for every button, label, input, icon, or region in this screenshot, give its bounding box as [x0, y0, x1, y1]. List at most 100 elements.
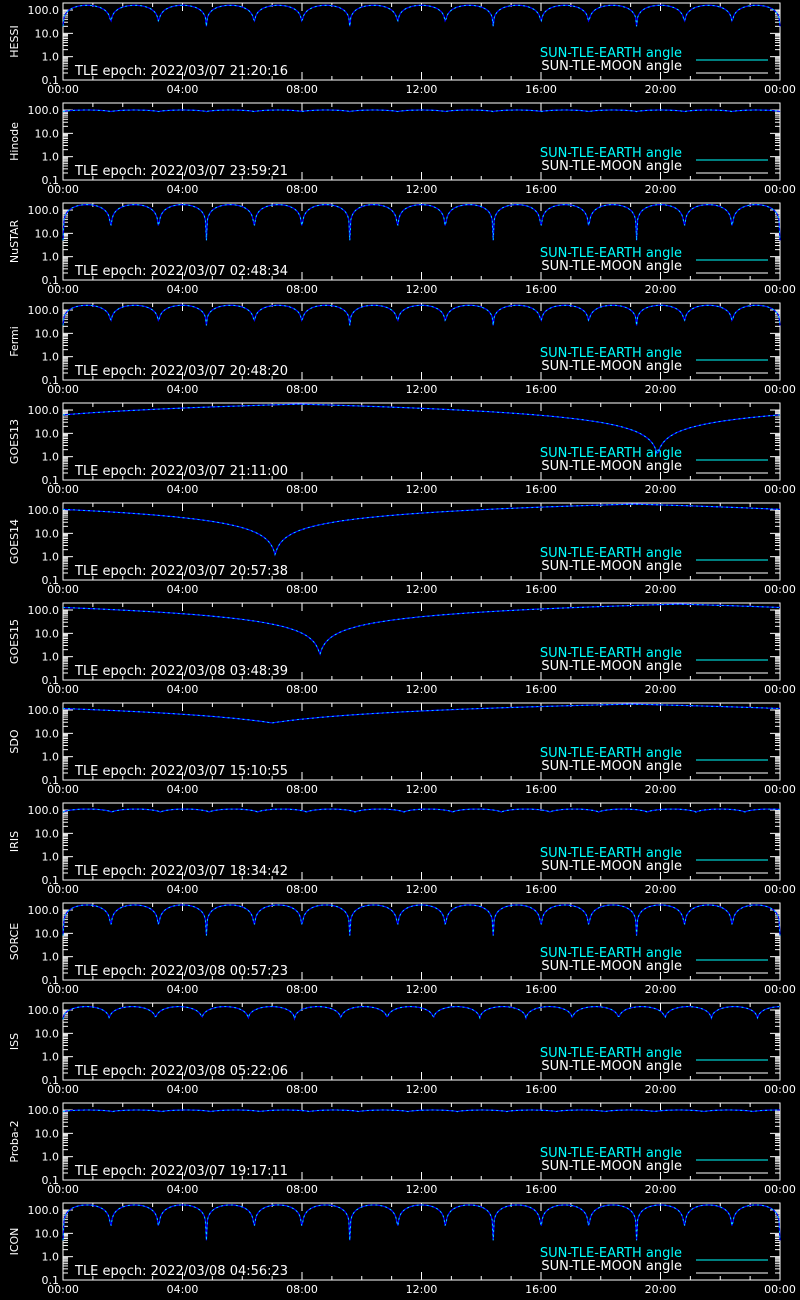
x-tick-label: 08:00 — [286, 583, 318, 596]
y-tick-label: 100.0 — [28, 4, 60, 17]
x-tick-label: 20:00 — [645, 683, 677, 696]
x-tick-label: 12:00 — [406, 283, 438, 296]
y-tick-label: 1.0 — [42, 751, 60, 764]
x-tick-label: 00:00 — [47, 883, 79, 896]
sun-earth-angle-curve — [62, 4, 781, 27]
legend-earth-label: SUN-TLE-EARTH angle — [540, 1146, 682, 1161]
x-tick-label: 12:00 — [406, 983, 438, 996]
x-tick-label: 08:00 — [286, 183, 318, 196]
x-tick-label: 16:00 — [525, 983, 557, 996]
y-tick-label: 100.0 — [28, 604, 60, 617]
x-tick-label: 00:00 — [764, 783, 796, 796]
legend-earth-label: SUN-TLE-EARTH angle — [540, 646, 682, 661]
legend-moon-label: SUN-TLE-MOON angle — [541, 859, 682, 874]
x-tick-label: 20:00 — [645, 183, 677, 196]
x-tick-label: 08:00 — [286, 1183, 318, 1196]
y-tick-label: 0.1 — [42, 274, 60, 287]
legend-moon-label: SUN-TLE-MOON angle — [541, 159, 682, 174]
satellite-name-label: NuSTAR — [8, 220, 21, 264]
y-tick-label: 1.0 — [42, 51, 60, 64]
x-tick-label: 20:00 — [645, 783, 677, 796]
x-tick-label: 04:00 — [167, 983, 199, 996]
y-tick-label: 1.0 — [42, 151, 60, 164]
x-tick-label: 08:00 — [286, 283, 318, 296]
x-tick-label: 00:00 — [764, 883, 796, 896]
tle-epoch-label: TLE epoch: 2022/03/08 00:57:23 — [74, 964, 288, 979]
y-tick-label: 1.0 — [42, 1251, 60, 1264]
x-tick-label: 04:00 — [167, 583, 199, 596]
x-tick-label: 20:00 — [645, 283, 677, 296]
x-tick-label: 00:00 — [47, 1283, 79, 1296]
y-tick-label: 1.0 — [42, 651, 60, 664]
y-tick-label: 1.0 — [42, 1151, 60, 1164]
x-tick-label: 20:00 — [645, 1283, 677, 1296]
x-tick-label: 04:00 — [167, 483, 199, 496]
tle-epoch-label: TLE epoch: 2022/03/07 23:59:21 — [74, 164, 288, 179]
x-tick-label: 20:00 — [645, 83, 677, 96]
satellite-name-label: Fermi — [8, 326, 21, 357]
sun-earth-angle-curve — [62, 304, 781, 326]
x-tick-label: 08:00 — [286, 883, 318, 896]
satellite-name-label: GOES13 — [8, 419, 21, 464]
satellite-name-label: GOES15 — [8, 619, 21, 664]
x-tick-label: 00:00 — [764, 383, 796, 396]
y-tick-label: 100.0 — [28, 1104, 60, 1117]
panel-hinode: 100.010.01.00.100:00 04:00 08:00 12:00 16:00… — [8, 102, 796, 196]
x-tick-label: 00:00 — [47, 383, 79, 396]
panel-fermi: 100.010.01.00.100:00 04:00 08:00 12:00 16:00… — [8, 302, 796, 396]
x-tick-label: 04:00 — [167, 383, 199, 396]
x-tick-label: 12:00 — [406, 1083, 438, 1096]
legend-earth-label: SUN-TLE-EARTH angle — [540, 746, 682, 761]
panel-hessi: 100.010.01.00.100:00 04:00 08:00 12:00 16:00… — [8, 2, 796, 96]
legend-moon-label: SUN-TLE-MOON angle — [541, 759, 682, 774]
legend-earth-label: SUN-TLE-EARTH angle — [540, 1046, 682, 1061]
x-tick-label: 16:00 — [525, 483, 557, 496]
x-tick-label: 00:00 — [764, 83, 796, 96]
x-tick-label: 16:00 — [525, 383, 557, 396]
y-tick-label: 100.0 — [28, 1204, 60, 1217]
x-tick-label: 16:00 — [525, 883, 557, 896]
y-tick-label: 10.0 — [35, 1127, 60, 1140]
y-tick-label: 100.0 — [28, 204, 60, 217]
y-tick-label: 100.0 — [28, 1004, 60, 1017]
legend-earth-label: SUN-TLE-EARTH angle — [540, 846, 682, 861]
y-tick-label: 0.1 — [42, 674, 60, 687]
legend-earth-label: SUN-TLE-EARTH angle — [540, 246, 682, 261]
y-tick-label: 1.0 — [42, 451, 60, 464]
x-tick-label: 04:00 — [167, 783, 199, 796]
x-tick-label: 04:00 — [167, 683, 199, 696]
satellite-name-label: ISS — [8, 1033, 21, 1050]
tle-epoch-label: TLE epoch: 2022/03/07 15:10:55 — [74, 764, 288, 779]
tle-epoch-label: TLE epoch: 2022/03/08 05:22:06 — [74, 1064, 288, 1079]
y-tick-label: 0.1 — [42, 174, 60, 187]
x-tick-label: 00:00 — [764, 183, 796, 196]
sun-earth-angle-curve-highlight — [62, 204, 781, 241]
x-tick-label: 12:00 — [406, 883, 438, 896]
x-tick-label: 00:00 — [47, 783, 79, 796]
x-tick-label: 08:00 — [286, 1083, 318, 1096]
x-tick-label: 16:00 — [525, 683, 557, 696]
y-tick-label: 0.1 — [42, 74, 60, 87]
y-tick-label: 1.0 — [42, 251, 60, 264]
satellite-name-label: SORCE — [8, 923, 21, 960]
x-tick-label: 00:00 — [47, 983, 79, 996]
legend-moon-label: SUN-TLE-MOON angle — [541, 359, 682, 374]
y-tick-label: 0.1 — [42, 474, 60, 487]
y-tick-label: 10.0 — [35, 327, 60, 340]
tle-epoch-label: TLE epoch: 2022/03/07 20:48:20 — [74, 364, 288, 379]
x-tick-label: 00:00 — [47, 683, 79, 696]
y-tick-label: 1.0 — [42, 951, 60, 964]
x-tick-label: 08:00 — [286, 683, 318, 696]
legend-moon-label: SUN-TLE-MOON angle — [541, 259, 682, 274]
x-tick-label: 20:00 — [645, 1083, 677, 1096]
sun-earth-angle-curve — [63, 603, 781, 656]
x-tick-label: 20:00 — [645, 583, 677, 596]
x-tick-label: 12:00 — [406, 183, 438, 196]
x-tick-label: 20:00 — [645, 483, 677, 496]
y-tick-label: 10.0 — [35, 627, 60, 640]
satellite-name-label: ICON — [8, 1228, 21, 1256]
tle-epoch-label: TLE epoch: 2022/03/07 19:17:11 — [74, 1164, 288, 1179]
x-tick-label: 04:00 — [167, 183, 199, 196]
legend-earth-label: SUN-TLE-EARTH angle — [540, 1246, 682, 1261]
legend-moon-label: SUN-TLE-MOON angle — [541, 659, 682, 674]
